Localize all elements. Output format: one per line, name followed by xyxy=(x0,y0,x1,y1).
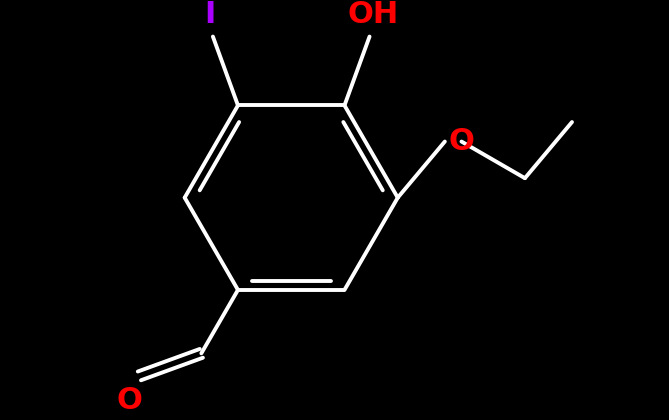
Text: O: O xyxy=(116,386,142,415)
Text: I: I xyxy=(204,0,215,29)
Text: OH: OH xyxy=(347,0,399,29)
Text: O: O xyxy=(448,127,474,156)
